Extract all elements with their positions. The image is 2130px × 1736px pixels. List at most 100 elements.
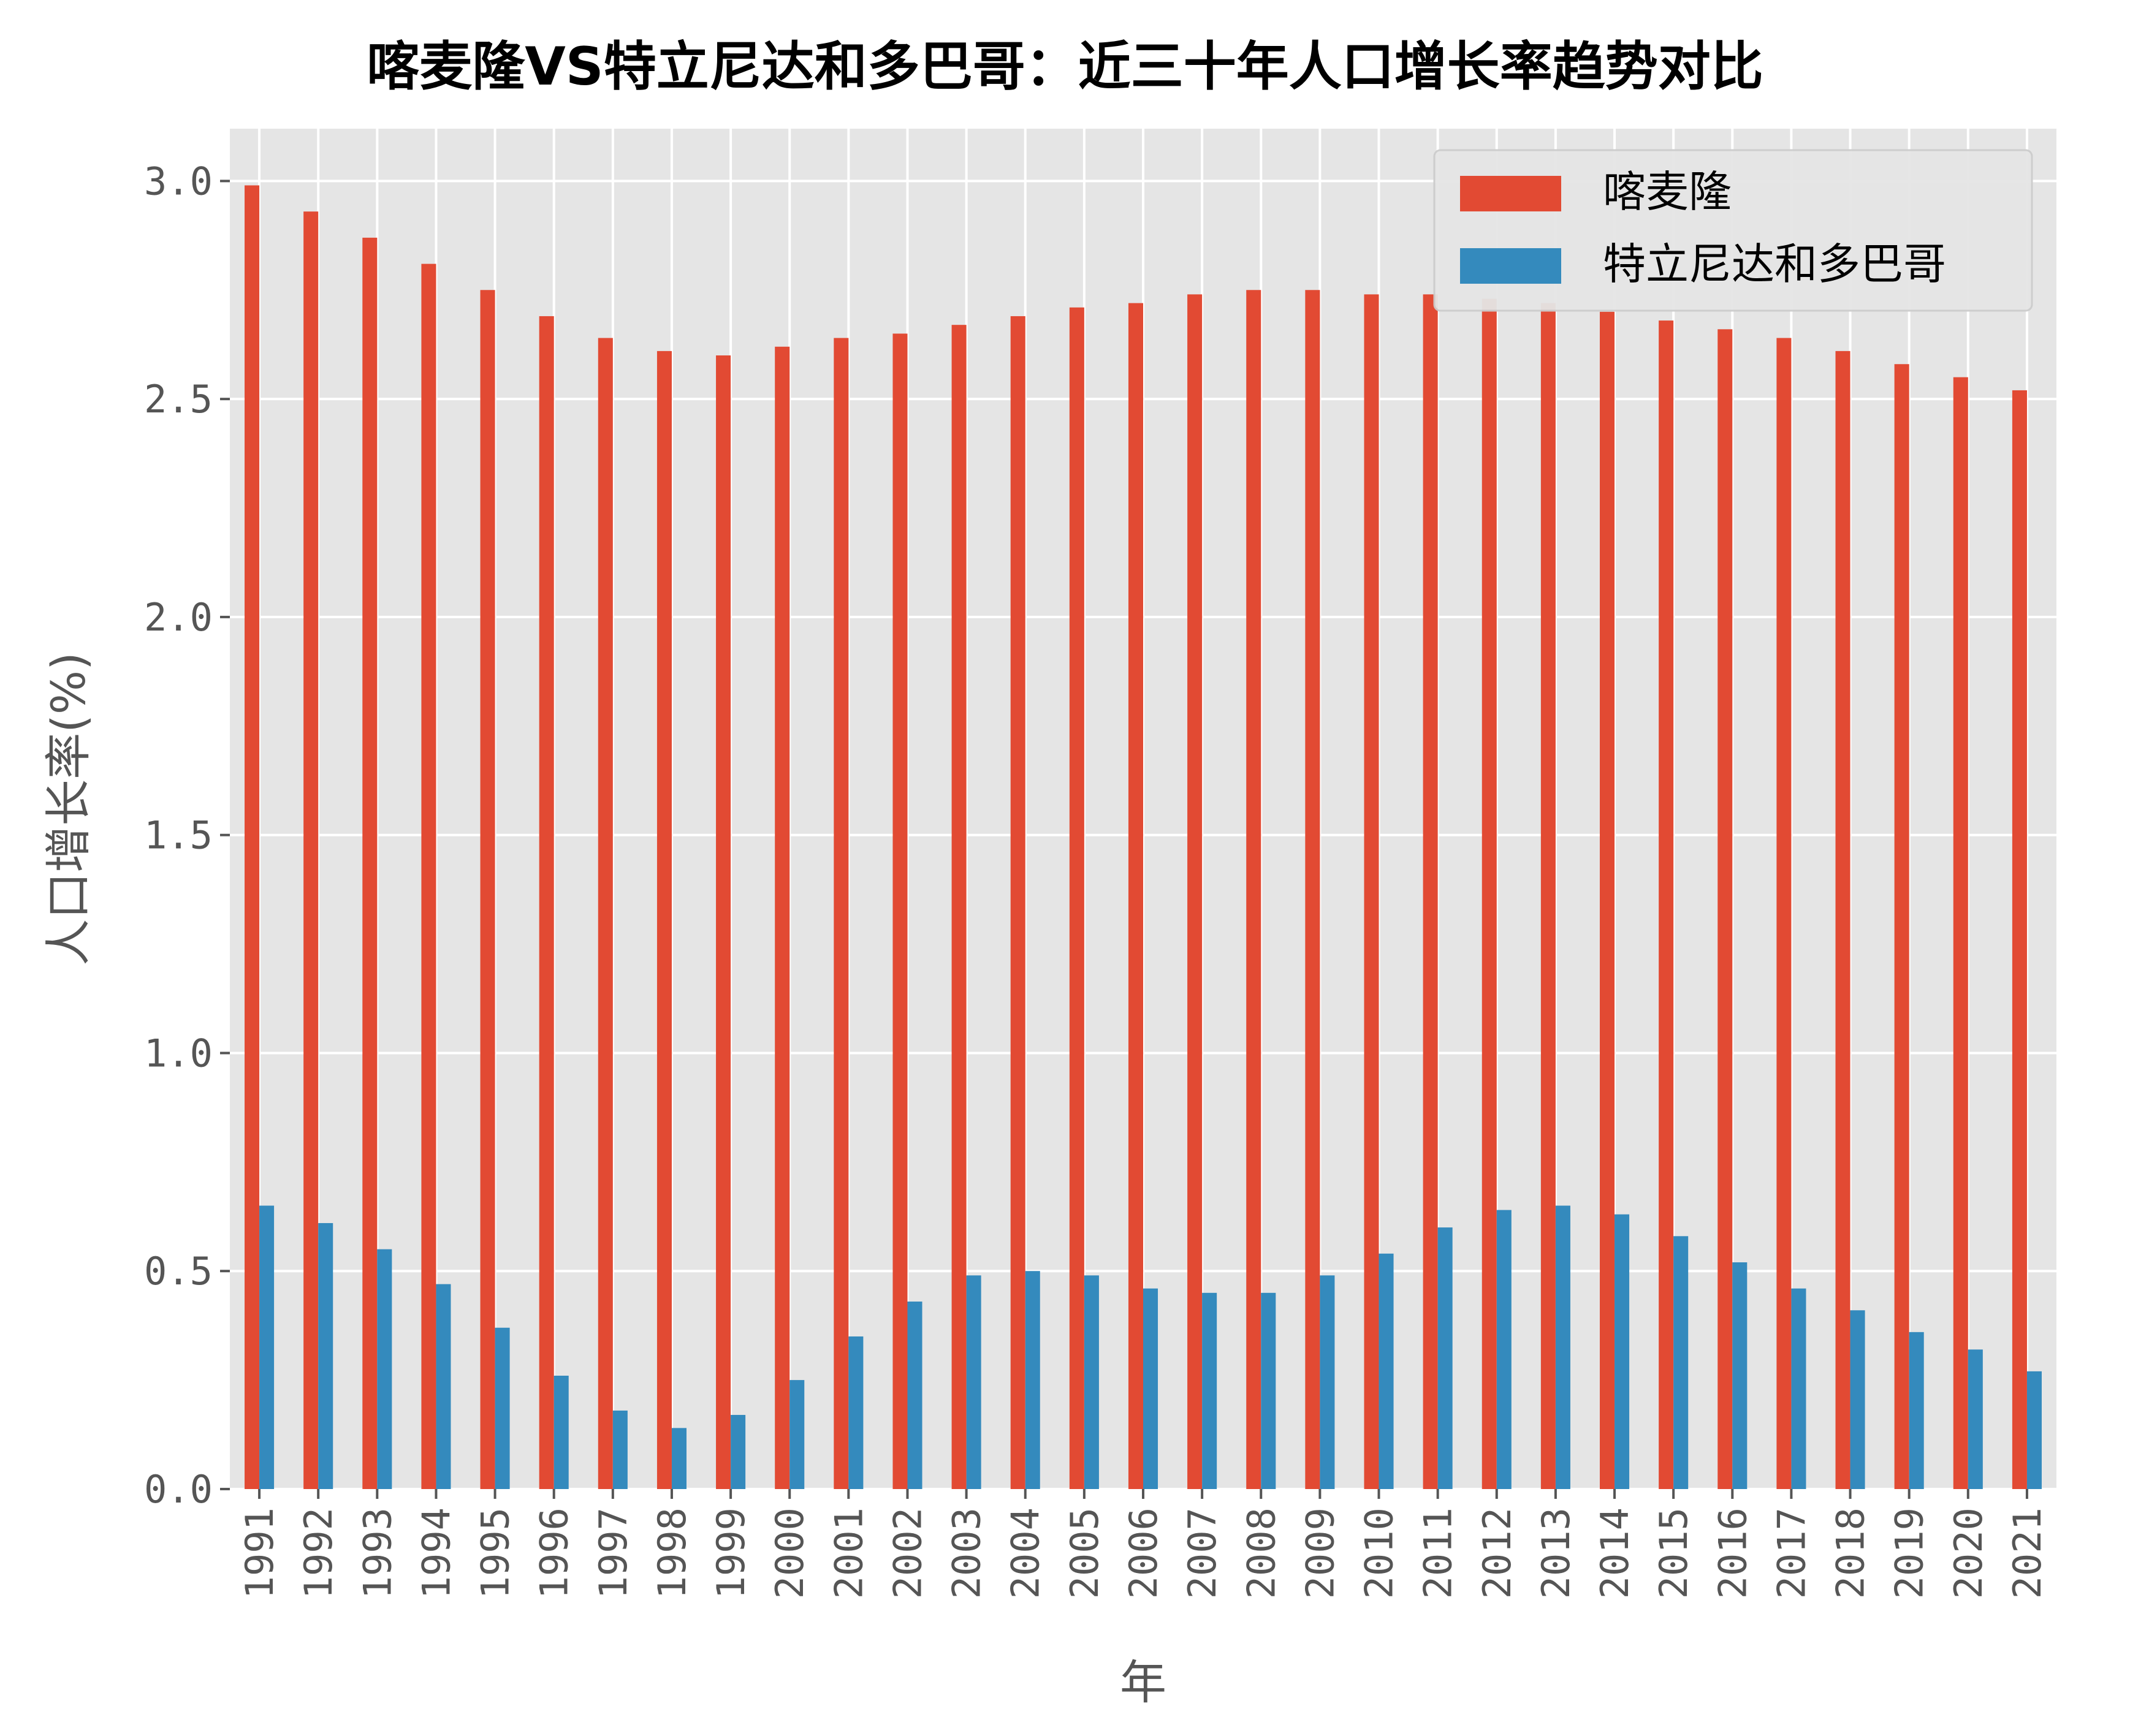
bar: [1423, 294, 1438, 1489]
bar: [1025, 1271, 1040, 1489]
bar: [1615, 1214, 1630, 1489]
y-tick-label: 2.5: [144, 377, 213, 422]
bars: [245, 185, 2042, 1490]
bar: [892, 333, 908, 1489]
x-tick-label: 2008: [1239, 1507, 1284, 1599]
bar: [966, 1275, 981, 1489]
x-tick-label: 2003: [945, 1507, 989, 1599]
bar: [907, 1302, 922, 1489]
x-tick-label: 2018: [1828, 1507, 1873, 1599]
bar: [1555, 1205, 1570, 1489]
x-tick-label: 1992: [296, 1507, 341, 1599]
bar: [539, 316, 554, 1489]
x-tick-label: 1993: [355, 1507, 400, 1599]
bar: [318, 1222, 333, 1489]
x-tick-label: 2017: [1769, 1507, 1814, 1599]
bar: [731, 1415, 746, 1489]
x-tick-label: 2005: [1062, 1507, 1107, 1599]
bar: [775, 346, 790, 1489]
bar: [259, 1205, 275, 1489]
chart-title: 喀麦隆VS特立尼达和多巴哥：近三十年人口增长率趋势对比: [367, 36, 1763, 97]
bar: [1084, 1275, 1099, 1489]
bar: [1143, 1288, 1158, 1489]
bar: [656, 351, 672, 1489]
bar: [1909, 1332, 1924, 1489]
bar: [1128, 303, 1143, 1490]
x-tick-label: 2006: [1121, 1507, 1166, 1599]
bar: [612, 1410, 628, 1489]
bar: [1437, 1227, 1453, 1489]
bar: [1202, 1292, 1217, 1489]
y-tick-label: 0.5: [144, 1249, 213, 1294]
x-axis: 1991 1992 1993 1994 1995 1996 1997 1998 1999 2000…: [237, 1489, 2050, 1599]
x-tick-label: 1994: [414, 1507, 458, 1599]
x-tick-label: 2001: [826, 1507, 871, 1599]
x-tick-label: 2015: [1651, 1507, 1696, 1599]
bar: [421, 263, 436, 1490]
legend-swatch: [1460, 248, 1561, 284]
bar: [1187, 294, 1203, 1489]
bar: [362, 237, 378, 1489]
bar: [1010, 316, 1025, 1489]
bar: [716, 355, 731, 1489]
legend-label: 喀麦隆: [1603, 167, 1732, 217]
bar: [1732, 1262, 1748, 1489]
bar: [1894, 364, 1909, 1490]
legend-swatch: [1460, 176, 1561, 211]
bar: [834, 338, 849, 1489]
y-axis: 0.0 0.5 1.0 1.5 2.0 2.5 3.0: [144, 159, 230, 1512]
bar: [671, 1428, 687, 1489]
x-tick-label: 1998: [650, 1507, 694, 1599]
bar: [1717, 329, 1733, 1490]
bar: [1659, 320, 1674, 1489]
bar: [1320, 1275, 1335, 1489]
bar: [303, 211, 319, 1489]
bar: [1540, 303, 1556, 1490]
bar: [2012, 390, 2027, 1489]
y-tick-label: 0.0: [144, 1467, 213, 1512]
bar: [1600, 311, 1615, 1489]
x-tick-label: 2002: [885, 1507, 930, 1599]
bar: [1791, 1288, 1806, 1489]
bar: [1953, 377, 1968, 1489]
x-tick-label: 1999: [709, 1507, 753, 1599]
bar: [1481, 298, 1497, 1489]
x-axis-label: 年: [1120, 1655, 1166, 1710]
bar: [1069, 307, 1084, 1490]
bar: [553, 1376, 569, 1489]
bar: [2026, 1371, 2042, 1489]
bar: [598, 338, 613, 1489]
bar: [480, 290, 495, 1489]
bar: [245, 185, 260, 1489]
x-tick-label: 1995: [473, 1507, 518, 1599]
x-tick-label: 2000: [767, 1507, 812, 1599]
x-tick-label: 2010: [1357, 1507, 1402, 1599]
y-tick-label: 1.5: [144, 813, 213, 858]
legend-box: [1433, 149, 2033, 312]
x-tick-label: 2012: [1475, 1507, 1520, 1599]
x-tick-label: 2019: [1887, 1507, 1932, 1599]
x-tick-label: 2014: [1592, 1507, 1637, 1599]
y-axis-label: 人口增长率(%): [41, 652, 96, 966]
x-tick-label: 2021: [2005, 1507, 2050, 1599]
x-tick-label: 2020: [1946, 1507, 1991, 1599]
bar: [436, 1284, 451, 1489]
bar: [1364, 294, 1379, 1489]
bar: [495, 1327, 510, 1489]
bar: [377, 1249, 392, 1489]
x-tick-label: 2007: [1180, 1507, 1225, 1599]
bar: [1379, 1253, 1394, 1489]
x-tick-label: 2011: [1416, 1507, 1461, 1599]
x-tick-label: 2004: [1003, 1507, 1048, 1599]
y-tick-label: 1.0: [144, 1031, 213, 1075]
bar: [1261, 1292, 1276, 1489]
bar: [1968, 1349, 1983, 1489]
legend-label: 特立尼达和多巴哥: [1603, 239, 1946, 289]
bar: [1776, 338, 1792, 1489]
bar: [1835, 351, 1850, 1489]
bar: [1246, 290, 1261, 1489]
x-tick-label: 2013: [1534, 1507, 1578, 1599]
x-tick-label: 1991: [237, 1507, 282, 1599]
y-tick-label: 2.0: [144, 595, 213, 640]
